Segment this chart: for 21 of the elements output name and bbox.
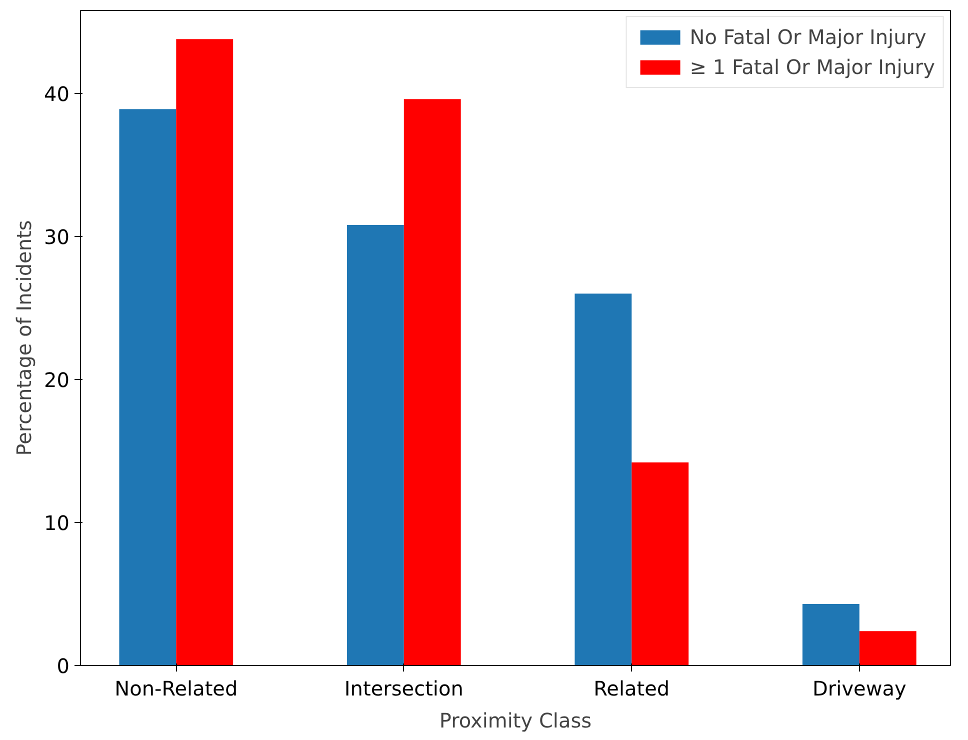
x-tick-label: Intersection: [344, 676, 464, 700]
bar: [859, 631, 916, 666]
x-tick-label: Non-Related: [114, 676, 238, 700]
bar: [802, 604, 860, 666]
y-tick-label: 40: [44, 82, 70, 106]
y-tick-label: 20: [44, 368, 70, 392]
bar: [574, 294, 632, 666]
legend-label: ≥ 1 Fatal Or Major Injury: [690, 55, 935, 79]
y-axis-title: Percentage of Incidents: [12, 220, 36, 456]
bar: [632, 462, 689, 666]
x-tick-label: Related: [594, 676, 670, 700]
legend-label: No Fatal Or Major Injury: [690, 25, 926, 49]
bar: [176, 39, 234, 666]
bar: [119, 109, 176, 666]
x-tick-label: Driveway: [812, 676, 906, 700]
bar: [346, 225, 404, 666]
y-tick-label: 10: [44, 510, 70, 535]
x-axis-title: Proximity Class: [439, 708, 592, 732]
y-tick-label: 30: [44, 224, 70, 249]
bar: [404, 99, 461, 666]
y-tick-label: 0: [56, 654, 70, 678]
